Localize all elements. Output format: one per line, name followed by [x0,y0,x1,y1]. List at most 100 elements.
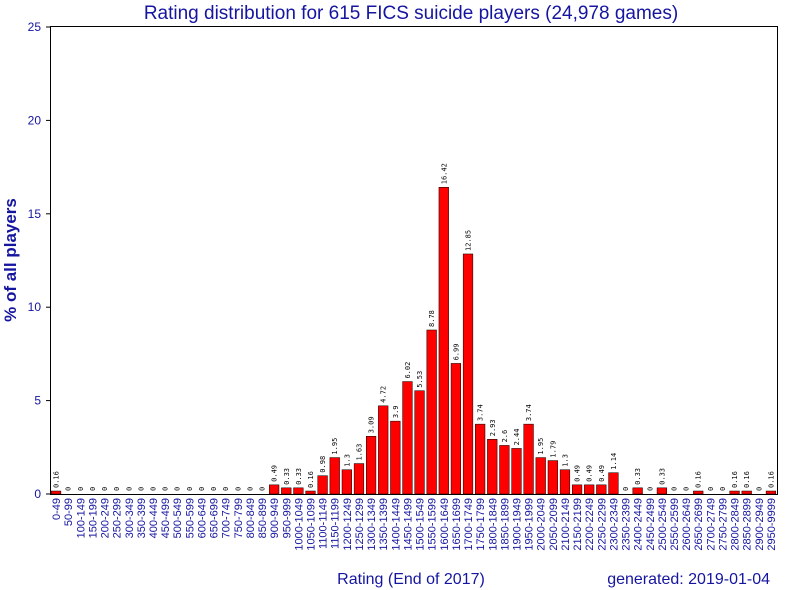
x-tick-label: 1700-1749 [463,498,475,551]
data-label: 0 [646,487,654,491]
x-tick-label: 1250-1299 [354,498,366,551]
data-label: 0 [719,487,727,491]
bar-2650-2699 [693,490,704,495]
plot-frame [50,26,778,495]
data-label: 0 [683,487,691,491]
data-labels-group: 0.160 0 0 0 0 0 0 0 0 0 0 0 0 0 0 0 00.49 0.33 0.33 0.160.9… [53,163,776,491]
bar-1150-1199 [329,457,340,495]
x-tick-label: 1950-1999 [524,498,536,551]
data-label: 0.33 [283,468,291,485]
bar-1450-1499 [402,381,413,495]
chart-title: Rating distribution for 615 FICS suicide… [144,3,678,24]
x-tick-label: 2800-2849 [730,498,742,551]
data-label: 0.33 [658,468,666,485]
data-label: 3.74 [477,404,485,421]
x-tick-label: 650-699 [209,498,221,538]
x-tick-label: 2450-2499 [645,498,657,551]
y-tick-label: 10 [28,300,42,314]
x-tick-label: 1400-1449 [390,498,402,551]
data-label: 0 [210,487,218,491]
x-tick-label: 1350-1399 [378,498,390,551]
data-label: 0.16 [695,471,703,488]
x-tick-label: 2150-2199 [572,498,584,551]
data-label: 0 [77,487,85,491]
x-tick-label: 500-549 [172,498,184,538]
y-tick-label: 20 [28,113,42,127]
x-tick-label: 450-499 [160,498,172,538]
bar-950-999 [281,487,292,495]
data-label: 3.09 [368,416,376,433]
data-label: 0.49 [598,465,606,482]
bar-1500-1549 [414,390,425,495]
data-label: 12.85 [465,230,473,251]
x-tick-label: 2700-2749 [705,498,717,551]
bar-1600-1649 [438,187,449,495]
bar-1000-1049 [293,487,304,495]
data-label: 1.14 [610,453,618,470]
data-label: 0 [671,487,679,491]
bar-1950-1999 [523,423,534,495]
x-tick-label: 2050-2099 [548,498,560,551]
data-label: 0 [622,487,630,491]
data-label: 3.9 [392,405,400,418]
data-label: 16.42 [440,163,448,184]
x-tick-label: 0-49 [51,498,63,520]
data-label: 0 [198,487,206,491]
bar-1650-1699 [450,363,462,495]
bar-2950-9999 [765,490,777,495]
x-tick-label: 1800-1849 [487,498,499,551]
x-tick-label: 550-599 [184,498,196,538]
data-label: 6.02 [404,362,412,379]
x-tick-label: 250-299 [112,498,124,538]
data-label: 0 [755,487,763,491]
data-label: 0 [89,487,97,491]
data-label: 0 [137,487,145,491]
bar-2200-2249 [584,484,595,495]
x-tick-label: 800-849 [245,498,257,538]
data-label: 6.99 [452,344,460,361]
y-tick-label: 0 [34,487,41,501]
x-tick-label: 2100-2149 [560,498,572,551]
data-label: 0 [234,487,242,491]
data-label: 1.79 [549,441,557,458]
data-label: 2.93 [489,419,497,436]
x-tick-label: 300-349 [124,498,136,538]
data-label: 0.16 [731,471,739,488]
bar-2500-2549 [656,487,667,495]
x-tick-label: 1200-1249 [342,498,354,551]
data-label: 1.95 [537,438,545,455]
x-tick-label: 1550-1599 [427,498,439,551]
data-label: 0.16 [767,471,775,488]
data-label: 0.16 [53,471,61,488]
x-tick-label: 1450-1499 [402,498,414,551]
data-label: 0 [186,487,194,491]
x-tick-label: 2650-2699 [693,498,705,551]
data-label: 0 [101,487,109,491]
bar-1800-1849 [487,439,498,495]
data-label: 0.98 [319,456,327,473]
data-label: 0 [125,487,133,491]
data-label: 0 [162,487,170,491]
x-tick-label: 900-949 [269,498,281,538]
y-tick-label: 25 [28,20,42,34]
data-label: 0.16 [307,471,315,488]
x-tick-label: 950-999 [281,498,293,538]
bar-1050-1099 [305,490,316,495]
x-tick-label: 750-799 [233,498,245,538]
y-tick-label: 15 [28,207,42,221]
data-label: 0.16 [743,471,751,488]
data-label: 1.3 [343,454,351,467]
x-tick-label: 350-399 [136,498,148,538]
x-tick-label: 600-649 [196,498,208,538]
data-label: 0.49 [271,465,279,482]
bar-1300-1349 [365,436,377,495]
bar-1850-1899 [499,445,510,495]
x-tick-label: 700-749 [221,498,233,538]
data-label: 0.49 [574,465,582,482]
bar-2850-2899 [741,490,752,495]
generated-date: generated: 2019-01-04 [607,571,770,588]
data-label: 1.3 [561,454,569,467]
x-tick-label: 2350-2399 [621,498,633,551]
x-tick-label: 2250-2299 [596,498,608,551]
